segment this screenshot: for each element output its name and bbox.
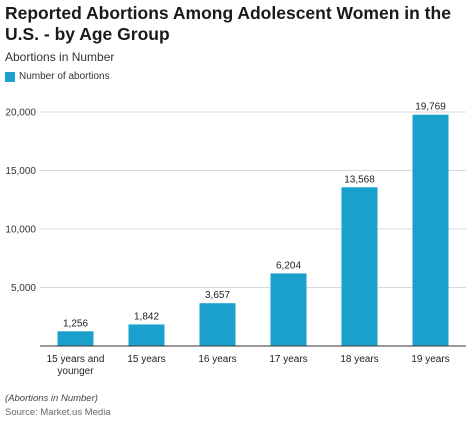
legend: Number of abortions	[5, 71, 110, 82]
y-tick-label: 10,000	[5, 225, 36, 236]
source-credit: Source: Market.us Media	[5, 407, 111, 418]
x-tick-label: 16 years	[198, 354, 236, 365]
bar	[412, 114, 449, 346]
data-label: 19,769	[415, 102, 446, 113]
chart-title: Reported Abortions Among Adolescent Wome…	[5, 3, 451, 44]
y-tick-label: 5,000	[11, 283, 36, 294]
bar	[128, 324, 165, 346]
bar	[57, 331, 94, 346]
chart-subtitle: Abortions in Number	[5, 50, 115, 64]
y-tick-label: 15,000	[5, 166, 36, 177]
data-label: 1,842	[134, 311, 159, 322]
bar	[341, 187, 378, 346]
y-tick-label: 20,000	[5, 108, 36, 119]
x-tick-label: 17 years	[269, 354, 307, 365]
x-tick-label: 15 years and	[47, 354, 105, 365]
footnote: (Abortions in Number)	[5, 393, 98, 404]
bar	[199, 303, 236, 346]
data-label: 6,204	[276, 260, 301, 271]
data-label: 13,568	[344, 174, 375, 185]
bar	[270, 273, 307, 346]
x-tick-label: 19 years	[411, 354, 449, 365]
x-tick-label: younger	[57, 366, 94, 377]
data-label: 3,657	[205, 290, 230, 301]
x-tick-label: 18 years	[340, 354, 378, 365]
legend-swatch	[5, 71, 15, 82]
legend-label: Number of abortions	[19, 71, 110, 82]
x-tick-label: 15 years	[127, 354, 165, 365]
data-label: 1,256	[63, 318, 88, 329]
